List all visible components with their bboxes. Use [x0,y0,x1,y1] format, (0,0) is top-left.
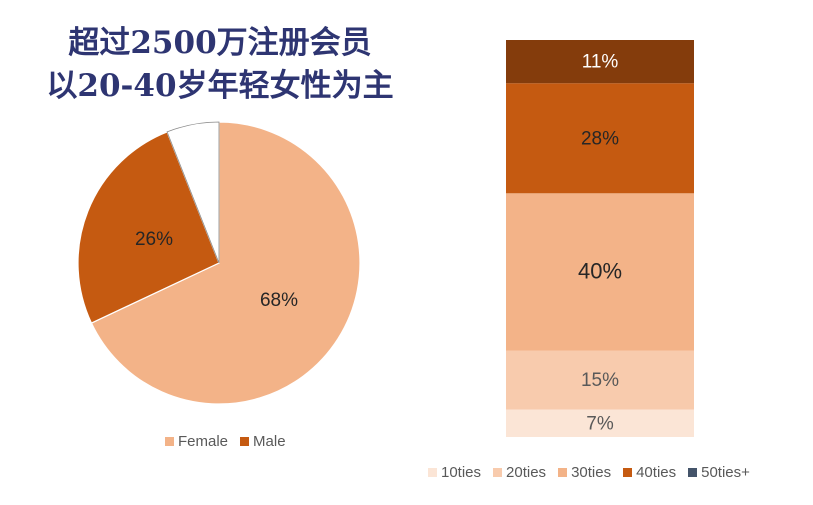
legend-label: 50ties+ [701,464,750,481]
bar-segment-50tiesplus [506,40,694,84]
legend-label: 10ties [441,464,482,481]
title-line-2: 以20-40岁年轻女性为主 [46,68,394,104]
legend-swatch [493,468,503,477]
bar-data-label: 28% [581,128,619,149]
legend-label: 40ties [636,464,677,481]
legend-item: 10ties [428,464,481,481]
legend-label: Female [178,433,229,450]
legend-label: Male [253,433,286,450]
legend-swatch [428,468,437,477]
pie-data-label: 68% [260,290,298,311]
bar-legend: 10ties 20ties 30ties 40ties 50ties+ [428,464,762,481]
bar-segment-10ties [506,409,694,437]
pie-legend: Female Male [165,433,298,450]
pie-slice-other [166,121,220,264]
legend-item: 30ties [558,464,611,481]
legend-item: 50ties+ [688,464,750,481]
legend-item: 20ties [493,464,546,481]
pie-data-label: 26% [135,229,173,250]
bar-data-label: 7% [586,413,614,434]
bar-segment-30ties [506,193,694,351]
bar-data-label: 15% [581,370,619,391]
legend-item: Female [165,433,228,450]
pie-slice-female [90,121,361,405]
legend-swatch [165,437,174,446]
bar-data-label: 11% [582,52,619,73]
legend-label: 20ties [506,464,547,481]
page-title: 超过2500万注册会员 以20-40岁年轻女性为主 [30,22,410,108]
legend-swatch [623,468,633,477]
legend-swatch [558,468,568,477]
legend-swatch [688,468,698,477]
legend-swatch [240,437,250,446]
pie-slice-male [77,131,220,324]
bar-segment-20ties [506,350,694,410]
title-line-1: 超过2500万注册会员 [68,25,372,61]
legend-item: 40ties [623,464,676,481]
legend-item: Male [240,433,286,450]
bar-segment-40ties [506,83,694,194]
bar-data-label: 40% [578,259,622,284]
legend-label: 30ties [571,464,612,481]
